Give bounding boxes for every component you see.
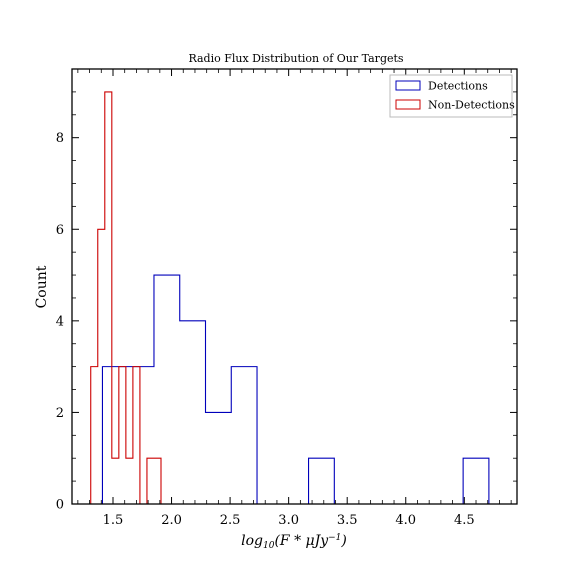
histogram-bar [91, 367, 98, 504]
y-axis-label: Count [34, 265, 50, 308]
chart-title: Radio Flux Distribution of Our Targets [188, 52, 403, 65]
y-tick-label: 8 [56, 131, 64, 146]
x-tick-label: 3.5 [337, 513, 358, 528]
x-tick-label: 4.0 [395, 513, 416, 528]
x-axis-label: log10(F * μJy−1) [241, 533, 347, 551]
series-non-detections [90, 91, 162, 505]
histogram-bar [154, 458, 161, 504]
y-tick-label: 4 [56, 314, 64, 329]
histogram-bar [105, 92, 112, 504]
histogram-bar [102, 367, 128, 504]
x-tick-label: 2.5 [220, 513, 241, 528]
histogram-bar [147, 458, 154, 504]
series-detections [101, 274, 490, 505]
ticks-layer: 1.5 2.0 2.5 3.0 3.5 4.0 4.5 0 2 4 6 8 [56, 68, 517, 528]
histogram-bar [463, 458, 489, 504]
histogram-outline [101, 274, 490, 505]
y-tick-label: 2 [56, 406, 64, 421]
histogram-bar [231, 367, 257, 504]
legend-label-detections: Detections [428, 80, 488, 93]
series-layer [90, 91, 490, 505]
histogram-bar [206, 412, 232, 504]
legend-swatch-detections [395, 80, 421, 91]
legend-box [389, 74, 513, 118]
x-tick-label: 4.5 [454, 513, 475, 528]
x-tick-label: 2.0 [161, 513, 182, 528]
plot-area: 1.5 2.0 2.5 3.0 3.5 4.0 4.5 0 2 4 6 8 [56, 68, 518, 528]
histogram-bar [119, 367, 126, 504]
legend-label-non-detections: Non-Detections [428, 99, 515, 112]
histogram-bar [128, 367, 154, 504]
histogram-bar [154, 275, 180, 504]
histogram-bar [126, 458, 133, 504]
histogram-bar [133, 367, 140, 504]
histogram-outline [90, 91, 162, 505]
legend-swatch-non-detections [395, 99, 421, 110]
legend: Detections Non-Detections [389, 74, 515, 118]
x-tick-label: 1.5 [103, 513, 124, 528]
x-tick-label: 3.0 [278, 513, 299, 528]
y-tick-label: 6 [56, 223, 64, 238]
histogram-bar [180, 321, 206, 504]
histogram-bar [309, 458, 335, 504]
axes-frame [71, 68, 518, 505]
y-tick-label: 0 [56, 498, 64, 513]
